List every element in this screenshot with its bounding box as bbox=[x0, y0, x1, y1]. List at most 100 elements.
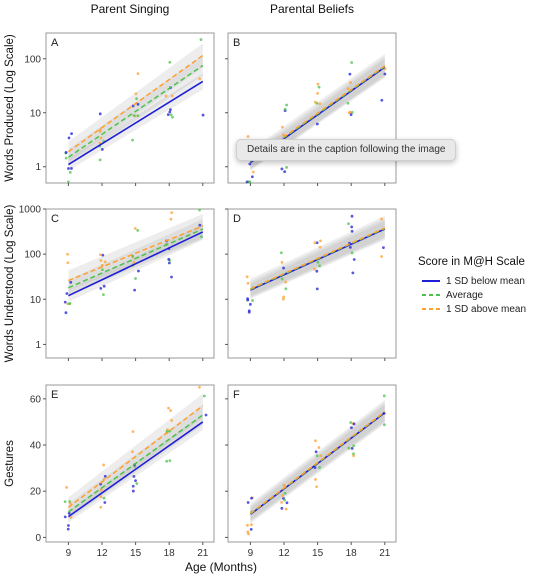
data-point bbox=[314, 439, 317, 443]
data-point bbox=[350, 214, 354, 218]
data-point bbox=[315, 454, 319, 458]
data-point bbox=[198, 223, 202, 227]
data-point bbox=[166, 113, 170, 116]
data-point bbox=[64, 151, 68, 154]
data-point bbox=[281, 125, 284, 129]
data-point bbox=[102, 496, 106, 500]
data-point bbox=[319, 239, 322, 243]
data-point bbox=[249, 527, 253, 531]
data-point bbox=[100, 263, 104, 267]
data-point bbox=[134, 479, 137, 483]
data-point bbox=[382, 394, 386, 398]
data-point bbox=[315, 287, 319, 291]
y-axis-label: Gestures bbox=[4, 440, 16, 487]
data-point bbox=[284, 507, 288, 511]
data-point bbox=[70, 167, 73, 170]
confidence-band bbox=[68, 214, 203, 291]
data-point bbox=[245, 275, 249, 279]
y-tick-label: 0 bbox=[35, 533, 41, 544]
x-axis-label: Age (Months) bbox=[185, 560, 257, 574]
data-point bbox=[66, 261, 70, 265]
data-point bbox=[204, 413, 208, 417]
panel-frame bbox=[45, 208, 215, 359]
data-point bbox=[131, 484, 135, 488]
data-point bbox=[68, 170, 72, 174]
data-point bbox=[352, 422, 356, 426]
y-tick-label: 100 bbox=[24, 54, 41, 65]
data-point bbox=[132, 261, 136, 264]
x-tick-label: 18 bbox=[346, 548, 358, 559]
data-point bbox=[282, 133, 285, 137]
data-point bbox=[200, 235, 203, 239]
data-point bbox=[201, 113, 205, 117]
data-point bbox=[69, 280, 73, 284]
data-point bbox=[103, 501, 107, 504]
y-tick-label: 40 bbox=[30, 441, 42, 452]
data-point bbox=[250, 175, 254, 179]
x-tick-label: 18 bbox=[164, 548, 176, 559]
data-point bbox=[350, 229, 354, 233]
data-point bbox=[168, 429, 172, 433]
x-tick-label: 9 bbox=[248, 548, 254, 559]
y-tick-label: 10 bbox=[30, 108, 42, 119]
data-point bbox=[63, 515, 67, 519]
data-point bbox=[348, 245, 352, 249]
data-point bbox=[383, 423, 386, 427]
data-point bbox=[346, 87, 350, 90]
data-point bbox=[246, 501, 250, 504]
data-point bbox=[198, 208, 201, 212]
confidence-band bbox=[68, 219, 203, 296]
data-point bbox=[66, 252, 70, 256]
data-point bbox=[170, 211, 174, 214]
data-point bbox=[132, 114, 136, 118]
data-point bbox=[69, 515, 73, 519]
data-point bbox=[136, 228, 140, 232]
y-tick-label: 1 bbox=[35, 162, 41, 173]
data-point bbox=[285, 501, 289, 505]
data-point bbox=[136, 72, 140, 76]
data-point bbox=[168, 60, 172, 64]
data-point bbox=[99, 287, 103, 290]
data-point bbox=[67, 524, 70, 527]
data-point bbox=[65, 485, 68, 489]
data-point bbox=[99, 505, 103, 509]
data-point bbox=[102, 284, 106, 288]
data-point bbox=[63, 500, 67, 503]
data-point bbox=[168, 459, 172, 463]
data-point bbox=[167, 261, 171, 265]
data-point bbox=[282, 295, 286, 299]
data-point bbox=[380, 98, 384, 102]
data-point bbox=[347, 446, 351, 450]
data-point bbox=[316, 260, 320, 264]
data-point bbox=[281, 297, 285, 301]
data-point bbox=[63, 300, 67, 304]
data-point bbox=[350, 447, 354, 450]
data-point bbox=[102, 293, 105, 297]
data-point bbox=[99, 253, 102, 257]
data-point bbox=[67, 511, 71, 515]
data-point bbox=[285, 103, 288, 107]
data-point bbox=[350, 111, 354, 114]
data-point bbox=[280, 260, 284, 264]
data-point bbox=[100, 148, 104, 151]
data-point bbox=[348, 72, 352, 76]
data-point bbox=[248, 180, 252, 184]
data-point bbox=[314, 478, 317, 481]
confidence-band bbox=[68, 73, 203, 171]
data-point bbox=[352, 452, 355, 456]
data-point bbox=[198, 385, 201, 389]
data-point bbox=[246, 135, 250, 138]
regression-line bbox=[67, 405, 204, 508]
data-point bbox=[315, 122, 319, 126]
data-point bbox=[318, 245, 322, 249]
data-point bbox=[169, 409, 173, 412]
regression-line bbox=[67, 80, 204, 166]
x-tick-label: 21 bbox=[197, 548, 209, 559]
data-point bbox=[169, 217, 173, 221]
data-point bbox=[347, 222, 350, 226]
data-point bbox=[318, 264, 321, 268]
data-point bbox=[350, 225, 354, 229]
data-point bbox=[99, 136, 103, 140]
data-point bbox=[99, 495, 103, 499]
